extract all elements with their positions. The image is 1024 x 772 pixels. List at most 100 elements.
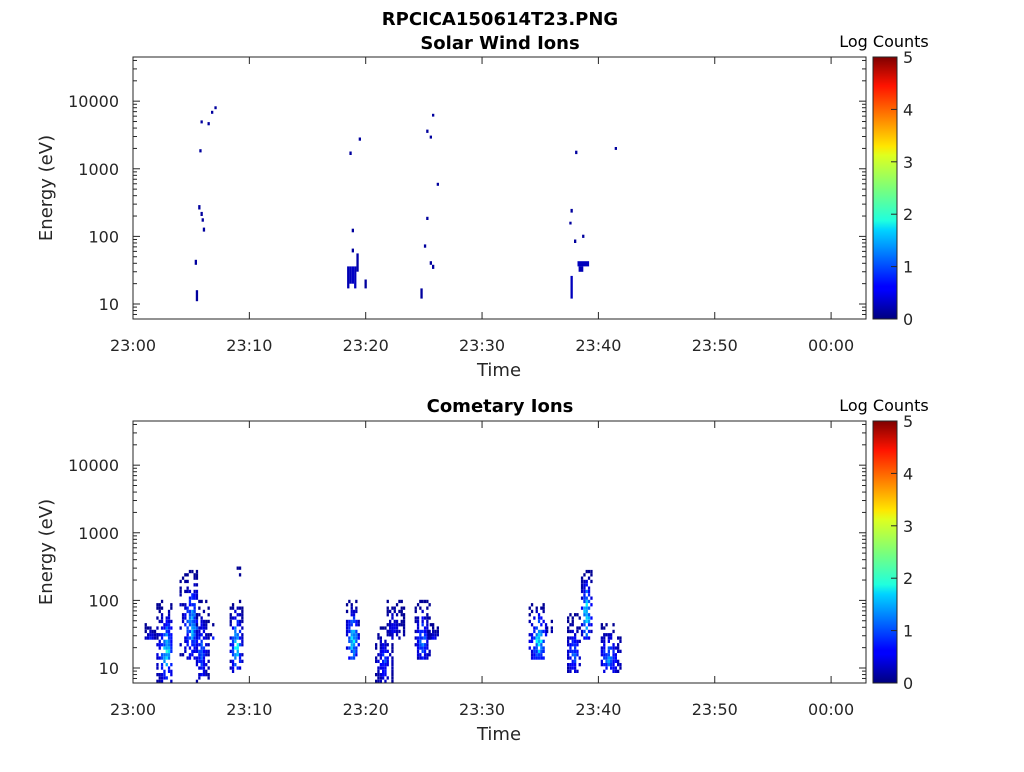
spectrogram-cell [603,633,606,637]
spectrogram-cell [151,636,154,640]
spectrogram-cell [429,135,432,139]
spectrogram-cell [429,633,432,637]
spectrogram-cell [234,616,237,620]
spectrogram-cell [429,623,432,627]
spectrogram-cell [241,626,244,630]
spectrogram-cell [423,656,427,660]
spectrogram-cell [356,253,359,272]
spectrogram-cell [167,623,171,627]
spectrogram-cell [585,603,588,607]
spectrogram-cell [583,609,586,614]
spectrogram-cell [421,643,424,647]
spectrogram-cell [352,656,356,660]
spectrogram-cell [149,633,152,637]
spectrogram-cell [550,626,553,630]
spectrogram-cell [184,606,187,610]
spectrogram-cell [535,626,538,630]
spectrogram-cell [395,629,399,634]
spectrogram-cell [567,629,570,634]
spectrogram-cell [352,643,356,647]
spectrogram-cell [170,679,173,683]
spectrogram-cell [347,266,350,289]
spectrogram-cell [571,659,574,663]
spectrogram-cell [186,643,189,647]
spectrogram-cell [231,649,235,653]
spectrogram-cell [191,643,194,647]
spectrogram-cell [382,646,385,650]
spectrogram-cell [419,646,422,650]
spectrogram-cell [355,653,358,657]
spectrogram-cell [163,626,166,630]
spectrogram-cell [434,629,437,634]
spectrogram-cell [583,579,586,584]
spectrogram-cell [585,609,588,614]
spectrogram-cell [348,639,351,643]
spectrogram-cell [542,619,545,624]
spectrogram-cell [156,616,159,620]
spectrogram-cell [156,666,159,670]
spectrogram-cell [375,679,378,683]
spectrogram-cell [612,646,615,650]
spectrogram-cell [188,603,192,607]
spectrogram-cell [382,653,385,657]
spectrogram-cell [391,649,394,653]
x-axis-ticks: 23:00 23:10 23:20 23:30 23:40 23:50 00:00 [110,421,854,719]
spectrogram-cell [617,636,620,640]
spectrogram-cell [200,643,203,647]
spectrogram-cell [382,673,385,677]
spectrogram-cell [429,261,432,265]
spectrogram-cell [580,623,584,627]
spectrogram-cell [198,629,201,634]
spectrogram-cell [550,619,553,624]
spectrogram-cell [156,626,159,630]
spectrogram-cell [530,603,534,607]
spectrogram-cell [398,629,401,634]
spectrogram-cell [583,596,586,600]
spectrogram-cell [607,639,610,643]
spectrogram-cell [419,653,422,657]
spectrogram-cell [202,653,206,657]
spectrogram-cell [386,633,389,637]
spectrogram-cell [607,656,610,660]
spectrogram-cell [198,643,201,647]
spectrogram-cell [350,636,353,640]
plot-frame [132,420,867,684]
spectrogram-cell [205,653,208,657]
spectrogram-cell [585,619,588,624]
spectrogram-cell [530,636,534,640]
spectrogram-cell [542,603,545,607]
spectrogram-cell [386,629,389,634]
spectrogram-cell [393,623,396,627]
spectrogram-cell [144,623,147,627]
spectrogram-cell [569,666,572,670]
spectrogram-cell [199,149,202,153]
colorbar-ticks: 0 1 2 3 4 5 [891,412,913,693]
spectrogram-cell [348,646,351,650]
spectrogram-cell [231,659,235,663]
spectrogram-cell [580,579,584,584]
spectrogram-cell [567,619,570,624]
spectrogram-cell [379,656,382,660]
colorbar-tick-label: 1 [903,258,913,277]
spectrogram-cell [567,666,570,670]
spectrogram-cell [542,606,545,610]
spectrogram-cell [382,626,385,630]
spectrogram-cell [391,659,394,663]
spectrogram-cell [583,599,586,604]
spectrogram-cell [569,636,572,640]
spectrogram-cell [195,663,199,667]
spectrogram-cell [605,666,608,670]
spectrogram-cell [400,606,403,610]
spectrogram-cell [241,653,244,657]
spectrogram-cell [156,603,159,607]
spectrogram-cell [379,643,382,647]
spectrogram-cell [193,583,196,587]
spectrogram-cell [181,603,185,607]
spectrogram-cell [578,656,581,660]
spectrogram-cell [170,639,173,643]
spectrogram-cell [198,659,201,663]
spectrogram-cell [234,663,237,667]
spectrogram-cell [236,653,239,657]
spectrogram-cell [198,676,201,680]
spectrogram-cell [184,623,187,627]
